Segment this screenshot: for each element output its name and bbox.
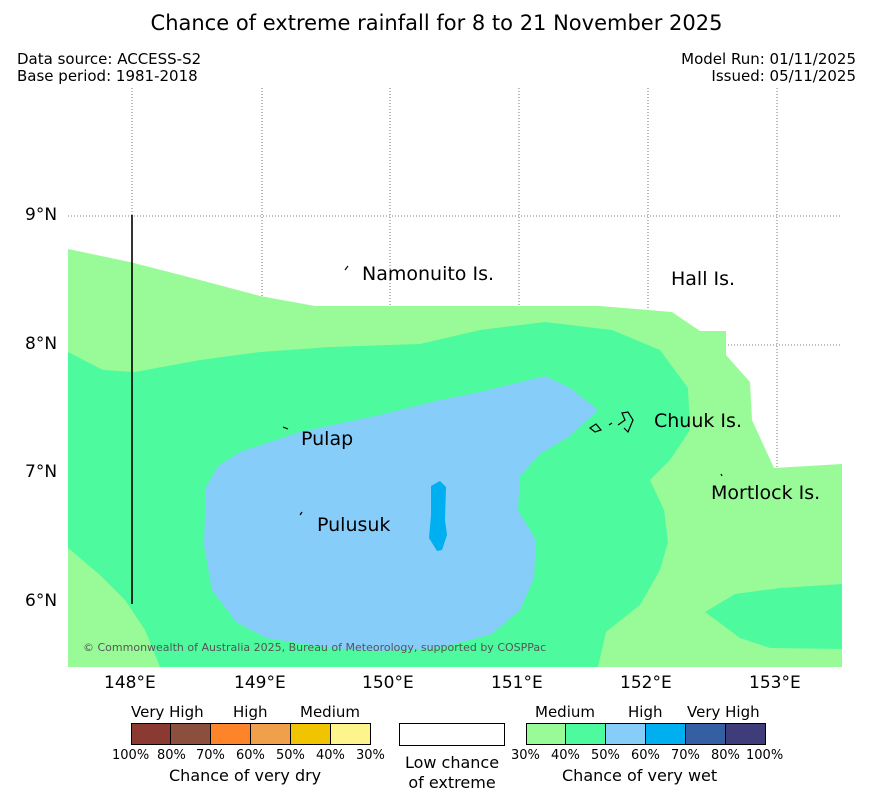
label-pulusuk: Pulusuk bbox=[317, 514, 391, 536]
dry-tick-3: 70% bbox=[196, 748, 225, 763]
wet-tick-2: 40% bbox=[551, 748, 580, 763]
dry-level-medium: Medium bbox=[300, 703, 360, 721]
dry-swatch-3 bbox=[211, 723, 251, 745]
wet-level-medium: Medium bbox=[535, 703, 595, 721]
label-chuuk: Chuuk Is. bbox=[654, 410, 742, 432]
lat-label-9n: 9°N bbox=[25, 205, 58, 225]
wet-60-region bbox=[429, 481, 447, 551]
wet-swatch-2 bbox=[566, 723, 606, 745]
wet-40-region-southeast bbox=[705, 584, 842, 649]
chart-title: Chance of extreme rainfall for 8 to 21 N… bbox=[150, 11, 723, 35]
lon-label-151e: 151°E bbox=[491, 673, 543, 693]
pulusuk-island-mark bbox=[299, 511, 303, 516]
wet-tick-5: 70% bbox=[671, 748, 700, 763]
wet-tick-6: 80% bbox=[711, 748, 740, 763]
model-run-label: Model Run: 01/11/2025 bbox=[681, 50, 856, 68]
lat-label-7n: 7°N bbox=[25, 462, 58, 482]
dry-swatch-2 bbox=[171, 723, 211, 745]
lat-label-6n: 6°N bbox=[25, 591, 58, 611]
wet-level-high: High bbox=[628, 703, 663, 721]
wet-tick-1: 30% bbox=[511, 748, 540, 763]
wet-swatch-5 bbox=[686, 723, 726, 745]
lon-label-152e: 152°E bbox=[620, 673, 672, 693]
wet-50-region bbox=[204, 376, 598, 651]
chuuk-lagoon-mark bbox=[617, 411, 634, 434]
dry-swatch-6 bbox=[331, 723, 371, 745]
dry-level-high: High bbox=[233, 703, 268, 721]
wet-tick-7: 100% bbox=[746, 748, 784, 763]
wet-level-very-high: Very High bbox=[687, 703, 760, 721]
copyright-notice: © Commonwealth of Australia 2025, Bureau… bbox=[83, 641, 547, 654]
wet-caption: Chance of very wet bbox=[562, 766, 718, 785]
low-chance-line-2: of extreme bbox=[408, 773, 496, 792]
label-pulap: Pulap bbox=[301, 428, 354, 450]
wet-tick-3: 50% bbox=[591, 748, 620, 763]
lon-label-148e: 148°E bbox=[104, 673, 156, 693]
label-mortlock: Mortlock Is. bbox=[711, 482, 821, 504]
dry-swatch-1 bbox=[131, 723, 171, 745]
label-hall: Hall Is. bbox=[671, 268, 736, 290]
wet-swatch-1 bbox=[526, 723, 566, 745]
island-outlines bbox=[282, 265, 723, 516]
lat-label-8n: 8°N bbox=[25, 334, 58, 354]
dry-tick-2: 80% bbox=[157, 748, 186, 763]
low-chance-line-1: Low chance bbox=[404, 753, 500, 772]
namonuito-island-mark bbox=[344, 265, 349, 271]
dry-swatch-4 bbox=[251, 723, 291, 745]
dry-tick-7: 30% bbox=[356, 748, 385, 763]
label-namonuito: Namonuito Is. bbox=[362, 263, 495, 285]
dry-tick-5: 50% bbox=[276, 748, 305, 763]
rainfall-map bbox=[68, 88, 842, 667]
dry-level-very-high: Very High bbox=[131, 703, 204, 721]
lon-label-149e: 149°E bbox=[234, 673, 286, 693]
wet-tick-4: 60% bbox=[631, 748, 660, 763]
wet-swatch-6 bbox=[726, 723, 766, 745]
mortlock-island-mark bbox=[720, 473, 723, 477]
lon-label-150e: 150°E bbox=[362, 673, 414, 693]
dry-swatch-5 bbox=[291, 723, 331, 745]
chuuk-island-mark-2 bbox=[608, 422, 613, 426]
dry-tick-1: 100% bbox=[112, 748, 150, 763]
low-chance-swatch bbox=[399, 723, 505, 746]
dry-tick-4: 60% bbox=[236, 748, 265, 763]
lon-label-153e: 153°E bbox=[749, 673, 801, 693]
data-source-label: Data source: ACCESS-S2 bbox=[17, 50, 202, 68]
dry-caption: Chance of very dry bbox=[169, 766, 322, 785]
pulap-island-mark bbox=[282, 426, 289, 430]
base-period-label: Base period: 1981-2018 bbox=[17, 67, 198, 85]
wet-swatch-3 bbox=[606, 723, 646, 745]
wet-swatch-4 bbox=[646, 723, 686, 745]
dry-tick-6: 40% bbox=[316, 748, 345, 763]
issued-label: Issued: 05/11/2025 bbox=[711, 67, 856, 85]
chuuk-island-mark-1 bbox=[588, 423, 603, 433]
